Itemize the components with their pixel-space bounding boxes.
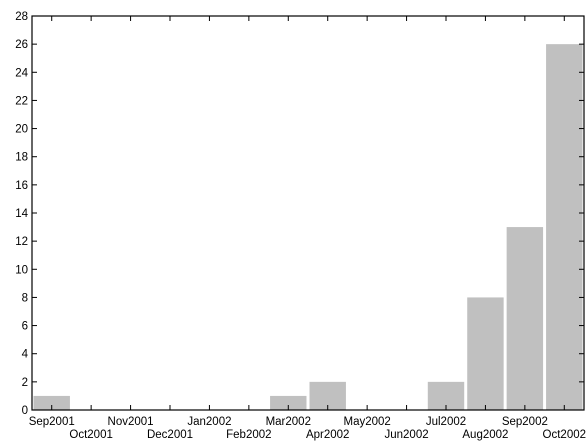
x-tick-label-Nov2001: Nov2001 <box>108 416 154 428</box>
y-tick-label: 24 <box>15 67 28 79</box>
x-tick-label-Aug2002: Aug2002 <box>462 429 508 441</box>
x-tick-label-Feb2002: Feb2002 <box>226 429 271 441</box>
bar-Aug2002 <box>467 297 504 410</box>
y-tick-label: 4 <box>22 349 29 361</box>
bars-group <box>33 44 583 411</box>
y-tick-label: 22 <box>15 95 28 107</box>
y-tick-label: 10 <box>15 264 28 276</box>
bar-Sep2001 <box>33 395 70 410</box>
x-axis: Sep2001Oct2001Nov2001Dec2001Jan2002Feb20… <box>29 16 586 441</box>
plot-frame <box>31 15 585 411</box>
y-tick-label: 12 <box>15 236 28 248</box>
y-tick-label: 2 <box>22 377 28 389</box>
x-tick-label-Oct2002: Oct2002 <box>543 429 586 441</box>
x-tick-label-Sep2001: Sep2001 <box>29 416 75 428</box>
bar-Oct2002 <box>546 44 583 411</box>
x-tick-label-May2002: May2002 <box>343 416 390 428</box>
x-tick-label-Apr2002: Apr2002 <box>306 429 349 441</box>
y-tick-label: 16 <box>15 180 28 192</box>
x-tick-label-Jan2002: Jan2002 <box>187 416 231 428</box>
y-tick-label: 20 <box>15 124 28 136</box>
bar-Mar2002 <box>270 395 307 410</box>
y-tick-label: 18 <box>15 152 28 164</box>
y-tick-label: 0 <box>22 405 28 417</box>
x-tick-label-Jun2002: Jun2002 <box>385 429 429 441</box>
x-tick-label-Mar2002: Mar2002 <box>266 416 311 428</box>
y-tick-label: 26 <box>15 39 28 51</box>
y-tick-label: 6 <box>22 321 28 333</box>
y-tick-label: 8 <box>22 292 28 304</box>
y-tick-label: 14 <box>15 208 28 220</box>
x-tick-label-Oct2001: Oct2001 <box>69 429 112 441</box>
x-tick-label-Dec2001: Dec2001 <box>147 429 193 441</box>
x-tick-label-Sep2002: Sep2002 <box>502 416 548 428</box>
bar-Sep2002 <box>506 227 544 410</box>
x-tick-label-Jul2002: Jul2002 <box>426 416 466 428</box>
y-tick-label: 28 <box>15 11 28 23</box>
